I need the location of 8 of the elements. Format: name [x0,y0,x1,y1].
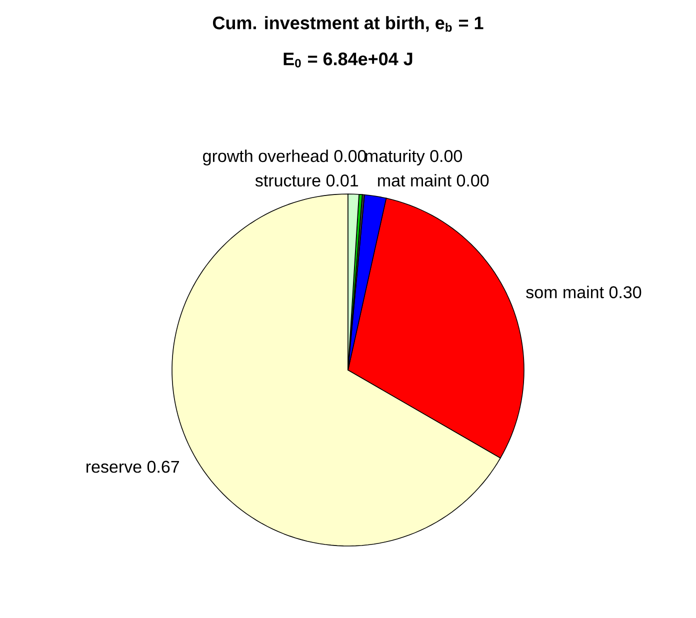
slice-label: growth overhead 0.00 [203,150,366,166]
chart-title: Cum. investment at birth, e$_{b}$ = 1 [212,16,484,32]
slice-label: som maint 0.30 [526,286,642,298]
slice-label: reserve 0.67 [86,460,179,473]
slice-label: structure 0.01 [255,174,358,187]
slice-label: mat maint 0.00 [378,174,489,187]
chart-subtitle: E$_{0}$ = 6.84e+04 J [284,52,412,68]
slice-label: maturity 0.00 [366,150,462,166]
